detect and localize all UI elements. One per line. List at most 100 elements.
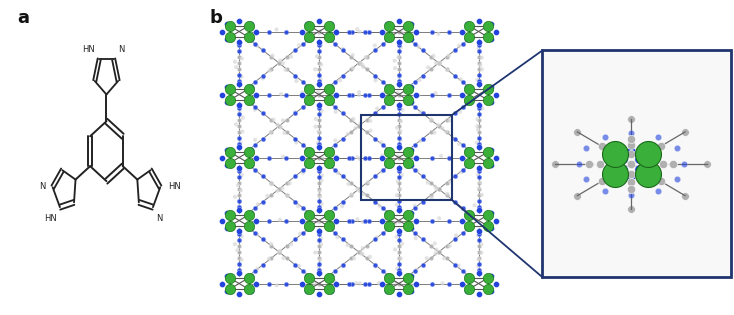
Point	[360, 218, 371, 223]
Point	[456, 281, 468, 286]
Point	[369, 111, 381, 116]
Point	[297, 268, 309, 273]
Point	[393, 39, 404, 44]
Point	[313, 218, 324, 223]
Point	[609, 166, 621, 171]
Point	[393, 82, 404, 87]
Point	[432, 123, 444, 128]
Point	[281, 180, 293, 185]
Point	[482, 149, 494, 154]
Point	[484, 162, 496, 167]
Point	[233, 208, 245, 213]
Point	[625, 152, 637, 157]
Point	[303, 224, 315, 229]
Point	[473, 204, 484, 209]
Point	[393, 232, 404, 237]
Point	[343, 181, 355, 186]
Point	[352, 27, 363, 32]
Point	[573, 161, 584, 166]
Point	[482, 35, 494, 40]
Point	[261, 193, 273, 198]
Point	[233, 192, 245, 198]
Point	[291, 78, 302, 83]
Point	[354, 188, 366, 193]
Point	[233, 123, 245, 129]
Point	[281, 130, 293, 135]
Point	[421, 256, 432, 261]
Point	[360, 155, 371, 160]
Point	[389, 247, 401, 252]
Point	[224, 212, 236, 217]
Point	[473, 141, 484, 146]
Point	[433, 123, 445, 129]
Point	[376, 281, 388, 286]
Point	[313, 78, 324, 83]
Point	[310, 116, 321, 121]
Point	[376, 92, 388, 97]
Point	[245, 99, 257, 104]
Point	[473, 112, 484, 117]
Point	[405, 22, 417, 27]
Point	[233, 145, 245, 150]
Point	[433, 60, 445, 66]
Point	[473, 117, 484, 123]
Point	[609, 171, 621, 176]
Point	[584, 161, 595, 166]
Point	[337, 47, 349, 52]
Point	[441, 191, 453, 196]
Point	[316, 178, 327, 183]
Point	[233, 203, 245, 209]
Point	[280, 67, 291, 72]
Point	[236, 173, 248, 178]
Point	[490, 218, 501, 223]
Point	[251, 232, 263, 237]
Point	[314, 257, 326, 262]
Point	[415, 139, 426, 144]
Point	[402, 161, 414, 166]
Point	[455, 77, 467, 82]
Point	[461, 148, 473, 153]
Point	[433, 216, 445, 221]
Point	[336, 204, 348, 209]
Point	[233, 261, 245, 266]
Point	[289, 136, 301, 141]
Point	[292, 203, 304, 209]
Point	[325, 288, 337, 293]
Point	[325, 99, 337, 104]
Point	[476, 250, 487, 255]
Point	[473, 238, 484, 243]
Point	[355, 121, 366, 126]
Point	[311, 54, 323, 59]
Point	[377, 42, 389, 47]
Point	[402, 23, 414, 28]
Point	[363, 29, 374, 34]
Point	[396, 241, 408, 246]
Point	[431, 187, 443, 192]
Point	[313, 198, 324, 203]
Point	[376, 155, 388, 160]
Point	[264, 155, 275, 160]
Point	[410, 236, 421, 241]
Point	[482, 98, 494, 103]
Point	[250, 155, 262, 160]
Point	[393, 75, 405, 80]
Point	[383, 35, 395, 40]
Point	[250, 105, 261, 110]
Point	[313, 129, 324, 135]
Point	[313, 232, 324, 237]
Point	[393, 243, 404, 249]
Text: b: b	[210, 9, 222, 27]
Point	[433, 60, 445, 66]
Point	[409, 79, 421, 84]
Point	[315, 43, 327, 48]
Point	[671, 177, 683, 182]
Text: HN: HN	[44, 214, 57, 223]
Point	[625, 180, 637, 185]
Point	[221, 225, 233, 230]
Point	[257, 76, 269, 81]
Point	[396, 31, 408, 36]
Point	[224, 224, 236, 229]
Point	[313, 54, 324, 60]
Point	[263, 256, 275, 261]
Point	[323, 23, 335, 28]
